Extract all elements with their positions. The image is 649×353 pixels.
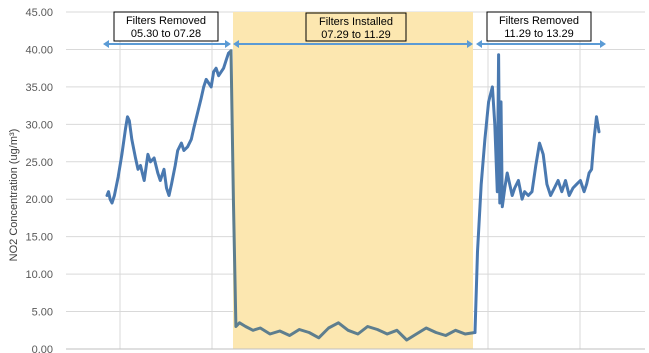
y-tick-label: 40.00 [25,44,53,56]
annotation-date-range: 11.29 to 13.29 [504,28,574,40]
y-tick-label: 10.00 [25,269,53,281]
y-tick-labels: 0.00 5.00 10.00 15.00 20.00 25.00 30.00 35.00 40… [25,7,53,353]
annotation-title: Filters Removed [499,15,579,27]
period-arrow-removed-2 [476,40,606,48]
annotation-date-range: 05.30 to 07.28 [131,28,201,40]
series-line-removed-2 [473,53,601,334]
annotation-title: Filters Installed [319,16,393,28]
arrow-head [476,40,482,48]
y-tick-label: 20.00 [25,194,53,206]
y-tick-label: 30.00 [25,119,53,131]
y-tick-label: 0.00 [32,344,53,353]
annotation-date-range: 07.29 to 11.29 [321,29,391,41]
period-arrows [103,40,606,48]
arrow-head [103,40,109,48]
annotation-title: Filters Removed [126,15,206,27]
arrow-head [467,40,473,48]
annotation-box [486,11,592,42]
series-lines [105,49,601,342]
annotation-box [305,12,407,42]
filters-installed-shading [233,12,473,349]
annotation-box [113,11,219,42]
arrow-head [600,40,606,48]
y-axis-title: NO2 Concentration (ug/m³) [8,129,20,262]
arrow-head [225,40,231,48]
shaded-region-installed [233,12,473,349]
series-line-installed [229,49,477,342]
y-tick-label: 5.00 [32,307,53,319]
period-arrow-removed-1 [103,40,231,48]
arrow-head [233,40,239,48]
y-tick-label: 35.00 [25,82,53,94]
y-tick-label: 25.00 [25,157,53,169]
period-arrow-installed [233,40,473,48]
series-line-removed-1 [105,49,233,205]
y-tick-label: 45.00 [25,7,53,19]
y-tick-label: 15.00 [25,232,53,244]
